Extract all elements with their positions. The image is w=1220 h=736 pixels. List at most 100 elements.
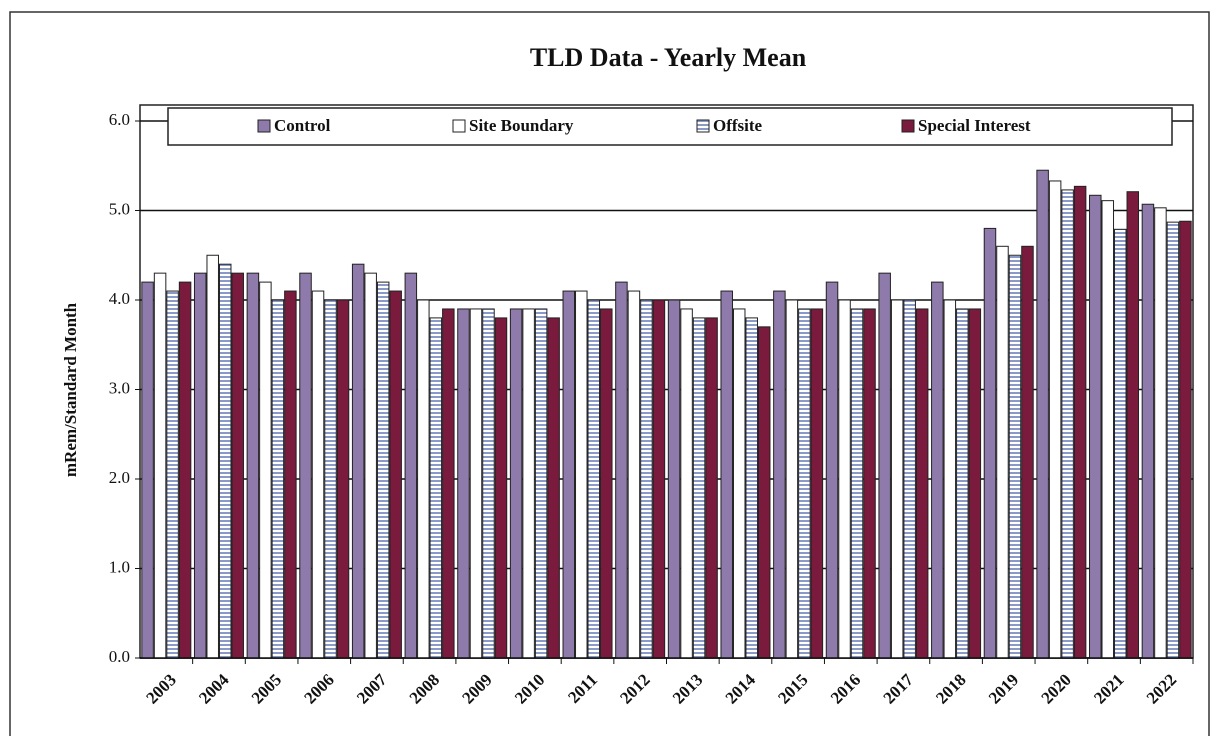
bar xyxy=(850,308,864,659)
bar xyxy=(299,272,312,659)
bar xyxy=(141,281,154,659)
bar xyxy=(547,317,560,659)
bar xyxy=(890,299,904,659)
bar xyxy=(1048,180,1062,659)
bar xyxy=(457,308,470,659)
y-tick-label: 3.0 xyxy=(109,378,130,397)
bar xyxy=(903,299,916,659)
bar xyxy=(522,308,535,659)
legend-label: Site Boundary xyxy=(469,116,574,135)
bar xyxy=(667,299,681,659)
bar xyxy=(494,317,508,659)
bar xyxy=(798,308,811,659)
bar xyxy=(534,308,548,659)
bar xyxy=(1166,221,1180,659)
bar xyxy=(640,299,653,659)
legend-swatch xyxy=(901,119,915,133)
bar xyxy=(1101,200,1115,659)
bar xyxy=(1141,203,1155,659)
bar xyxy=(404,272,418,659)
bar xyxy=(757,326,771,659)
bar xyxy=(311,290,325,659)
bar xyxy=(943,299,957,659)
bar xyxy=(153,272,167,659)
bar xyxy=(956,308,969,659)
bar xyxy=(442,308,455,659)
bar xyxy=(773,290,786,659)
bar xyxy=(166,290,179,659)
bar xyxy=(615,281,628,659)
bar xyxy=(284,290,297,659)
bar xyxy=(271,299,285,659)
bar xyxy=(587,299,601,659)
bar xyxy=(810,308,824,659)
y-tick-label: 0.0 xyxy=(109,647,130,666)
bar xyxy=(1061,189,1074,659)
bar xyxy=(193,272,207,659)
bar xyxy=(417,299,430,659)
bar xyxy=(336,299,350,659)
y-tick-label: 2.0 xyxy=(109,468,130,487)
bar xyxy=(429,317,443,659)
bar xyxy=(931,281,944,659)
chart-title: TLD Data - Yearly Mean xyxy=(530,43,807,72)
bar xyxy=(259,281,272,659)
bar xyxy=(324,299,337,659)
plot-area xyxy=(139,104,1194,659)
bar xyxy=(785,299,799,659)
bar xyxy=(482,308,495,659)
bar xyxy=(376,281,390,659)
bar xyxy=(206,254,219,659)
bar xyxy=(652,299,666,659)
bar xyxy=(1036,169,1049,659)
bar xyxy=(745,317,758,659)
bar xyxy=(509,308,523,659)
bar xyxy=(575,290,588,659)
y-tick-label: 1.0 xyxy=(109,557,130,576)
bar xyxy=(600,308,613,659)
bar xyxy=(720,290,733,659)
legend-swatch xyxy=(257,119,271,133)
bar xyxy=(692,317,706,659)
bar xyxy=(351,263,365,659)
y-tick-label: 4.0 xyxy=(109,289,130,308)
bar xyxy=(218,263,232,659)
bar xyxy=(1021,245,1034,659)
bar xyxy=(231,272,244,659)
bar xyxy=(364,272,377,659)
bar xyxy=(1179,220,1192,659)
bar xyxy=(996,245,1009,659)
bar xyxy=(1126,191,1140,659)
legend-label: Special Interest xyxy=(918,116,1031,135)
y-tick-label: 5.0 xyxy=(109,199,130,218)
bar xyxy=(705,317,718,659)
bar xyxy=(562,290,576,659)
y-axis-label: mRem/Standard Month xyxy=(61,302,80,477)
legend-label: Offsite xyxy=(713,116,763,135)
bar xyxy=(1089,194,1102,659)
bar xyxy=(878,272,891,659)
bar xyxy=(469,308,483,659)
y-tick-label: 6.0 xyxy=(109,110,130,129)
bar xyxy=(680,308,693,659)
legend-swatch xyxy=(696,119,710,133)
bar xyxy=(915,308,929,659)
bar xyxy=(389,290,402,659)
bar xyxy=(627,290,641,659)
bar xyxy=(1114,228,1127,659)
legend-box xyxy=(167,107,1173,146)
bar xyxy=(178,281,192,659)
bar xyxy=(732,308,746,659)
bar xyxy=(863,308,876,659)
bar xyxy=(838,299,851,659)
bar xyxy=(1154,207,1167,659)
legend-swatch xyxy=(452,119,466,133)
bar xyxy=(246,272,260,659)
legend-label: Control xyxy=(274,116,331,135)
bar xyxy=(983,227,997,659)
bar xyxy=(1008,254,1022,659)
bar xyxy=(825,281,839,659)
bar xyxy=(1073,185,1087,659)
bar xyxy=(968,308,982,659)
